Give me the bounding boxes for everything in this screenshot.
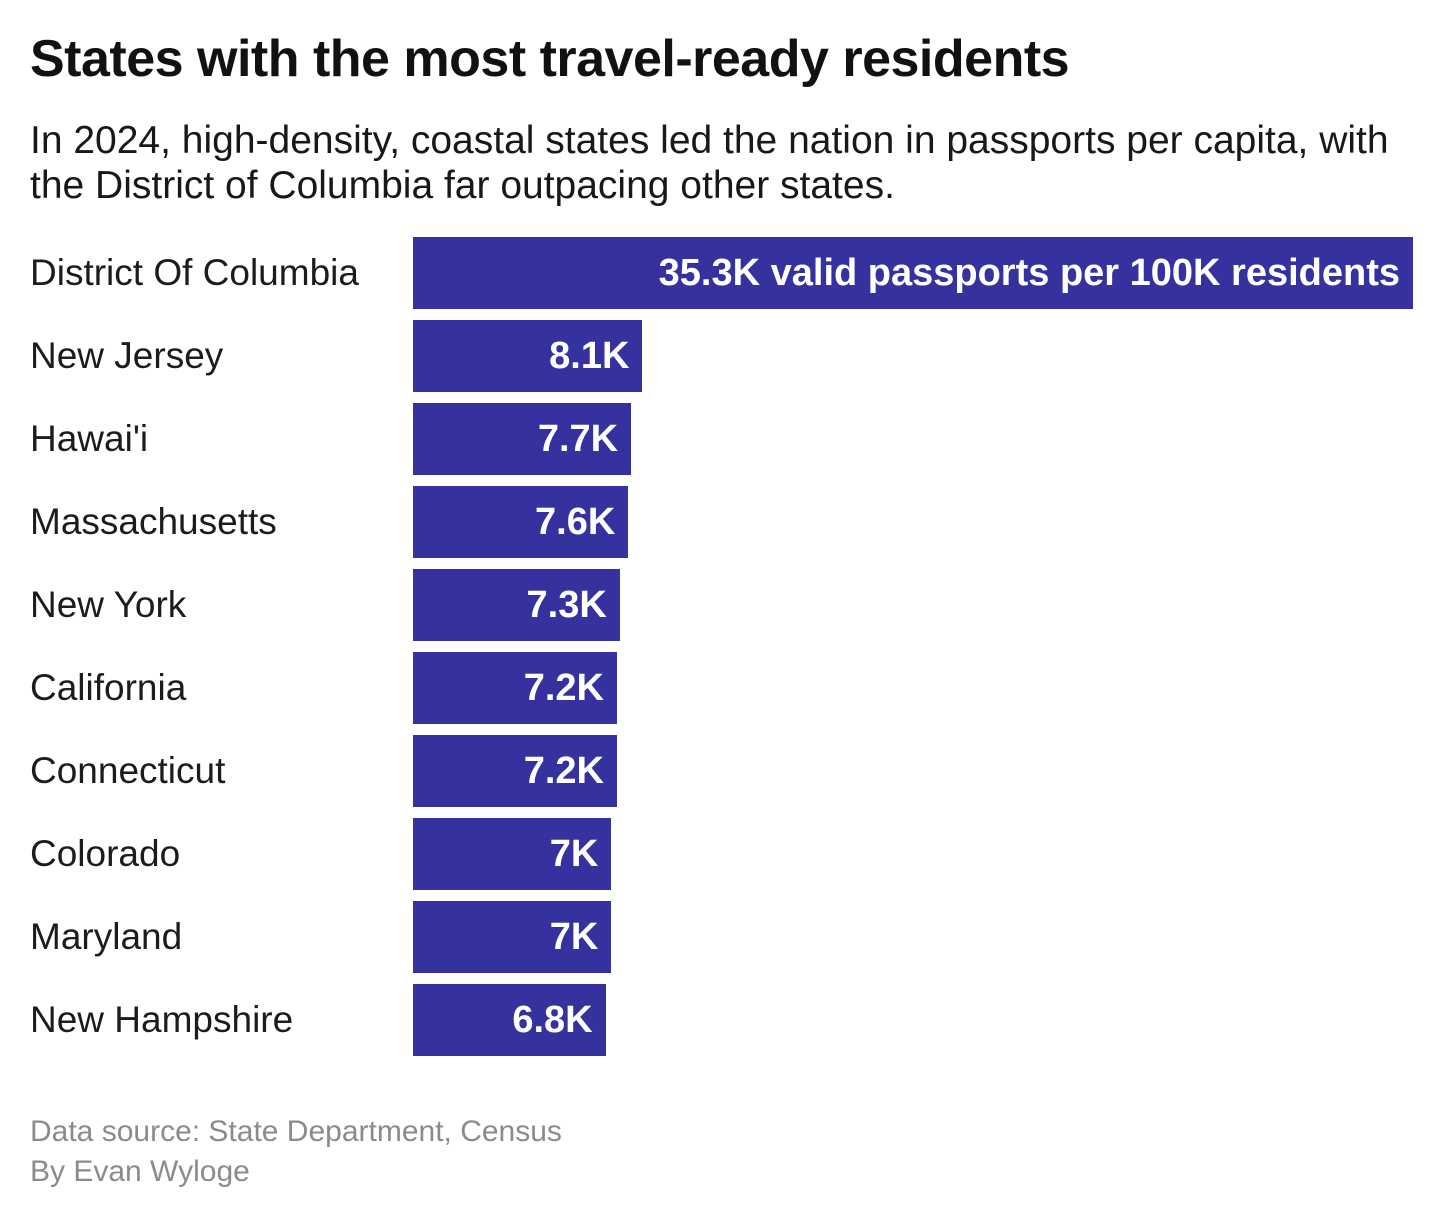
state-label: Hawai'i xyxy=(30,418,149,459)
bar-value-label: 7.3K xyxy=(526,583,607,626)
bar: 8.1K xyxy=(413,320,643,392)
state-label: District Of Columbia xyxy=(30,252,359,293)
chart-row: Connecticut 7.2K xyxy=(30,735,1413,807)
chart-row: Hawai'i 7.7K xyxy=(30,403,1413,475)
bar: 7K xyxy=(413,818,612,890)
bar-track: 7K xyxy=(413,901,1413,973)
chart-row: Colorado 7K xyxy=(30,818,1413,890)
bar: 35.3K valid passports per 100K residents xyxy=(413,237,1413,309)
chart-row: New York 7.3K xyxy=(30,569,1413,641)
chart-row: Massachusetts 7.6K xyxy=(30,486,1413,558)
state-label: Connecticut xyxy=(30,750,226,791)
bar-track: 35.3K valid passports per 100K residents xyxy=(413,237,1413,309)
state-label: New Hampshire xyxy=(30,999,294,1040)
bar: 7.6K xyxy=(413,486,629,558)
bar-track: 7.2K xyxy=(413,735,1413,807)
bar: 7.2K xyxy=(413,652,617,724)
bar-track: 7.7K xyxy=(413,403,1413,475)
bar: 6.8K xyxy=(413,984,606,1056)
bar: 7.2K xyxy=(413,735,617,807)
page-title: States with the most travel-ready reside… xyxy=(30,30,1070,88)
bar-value-label: 6.8K xyxy=(512,998,593,1041)
bar-track: 7.2K xyxy=(413,652,1413,724)
bar-track: 8.1K xyxy=(413,320,1413,392)
chart-row: California 7.2K xyxy=(30,652,1413,724)
byline: By Evan Wyloge xyxy=(30,1155,250,1188)
bar-value-label: 7K xyxy=(549,915,599,958)
bar: 7.7K xyxy=(413,403,632,475)
chart-subtitle: In 2024, high-density, coastal states le… xyxy=(30,119,1389,207)
bar-value-label: 7.2K xyxy=(523,666,604,709)
bar-track: 7K xyxy=(413,818,1413,890)
bar-track: 7.3K xyxy=(413,569,1413,641)
state-label: New York xyxy=(30,584,187,625)
data-source-note: Data source: State Department, Census xyxy=(30,1115,562,1148)
state-label: Massachusetts xyxy=(30,501,277,542)
bar-value-label: 7.2K xyxy=(523,749,604,792)
chart-row: New Hampshire 6.8K xyxy=(30,984,1413,1056)
state-label: California xyxy=(30,667,187,708)
chart-footer: Data source: State Department, Census By… xyxy=(30,1112,1413,1192)
bar: 7K xyxy=(413,901,612,973)
bar-track: 7.6K xyxy=(413,486,1413,558)
state-label: Maryland xyxy=(30,916,183,957)
chart-row: New Jersey 8.1K xyxy=(30,320,1413,392)
chart-row: District Of Columbia 35.3K valid passpor… xyxy=(30,237,1413,309)
bar-value-label: 35.3K valid passports per 100K residents xyxy=(658,251,1400,294)
chart-row: Maryland 7K xyxy=(30,901,1413,973)
state-label: New Jersey xyxy=(30,335,224,376)
bar-value-label: 8.1K xyxy=(549,334,630,377)
bar-value-label: 7.7K xyxy=(537,417,619,460)
state-label: Colorado xyxy=(30,833,181,874)
bar: 7.3K xyxy=(413,569,620,641)
bar-track: 6.8K xyxy=(413,984,1413,1056)
bar-chart: District Of Columbia 35.3K valid passpor… xyxy=(30,237,1413,1056)
bar-value-label: 7.6K xyxy=(535,500,616,543)
bar-value-label: 7K xyxy=(549,832,599,875)
